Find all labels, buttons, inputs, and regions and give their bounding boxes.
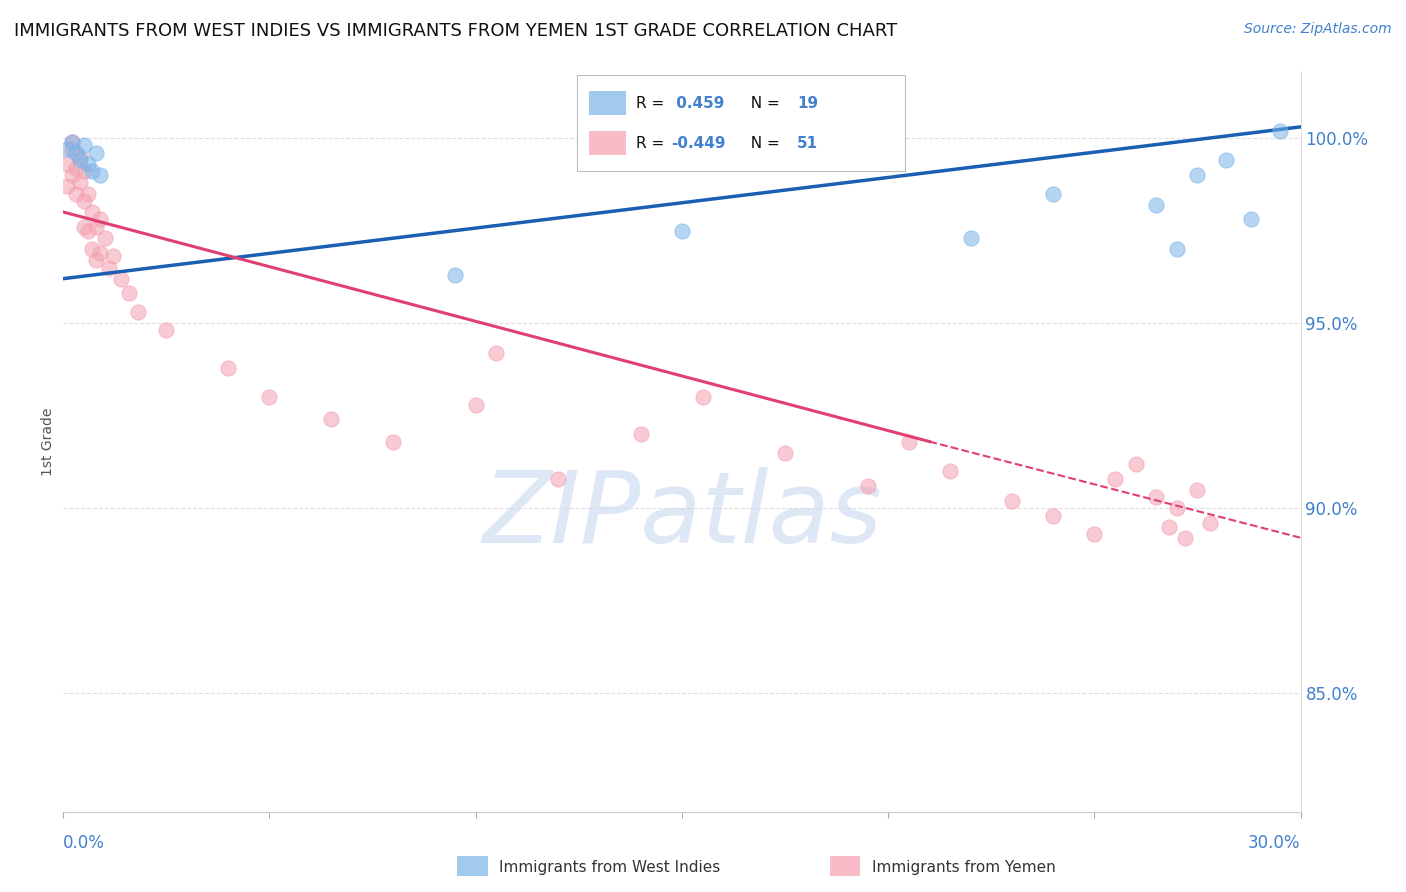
Text: Immigrants from Yemen: Immigrants from Yemen xyxy=(872,860,1056,874)
Point xyxy=(89,212,111,227)
Point xyxy=(82,164,104,178)
Text: Source: ZipAtlas.com: Source: ZipAtlas.com xyxy=(1244,22,1392,37)
Point xyxy=(60,135,83,149)
Text: 0.0%: 0.0% xyxy=(63,834,105,852)
Point xyxy=(217,360,239,375)
Point xyxy=(56,179,79,194)
Point xyxy=(1042,508,1064,523)
Point xyxy=(1042,186,1064,201)
Text: 51: 51 xyxy=(797,136,818,151)
Point xyxy=(464,397,486,411)
Point xyxy=(1268,123,1291,137)
Point xyxy=(60,142,83,156)
Point xyxy=(671,223,693,237)
Point xyxy=(155,323,177,337)
Point xyxy=(65,186,87,201)
Text: 30.0%: 30.0% xyxy=(1249,834,1301,852)
Point xyxy=(547,471,569,485)
Point xyxy=(73,138,96,153)
Point xyxy=(321,412,343,426)
Point xyxy=(73,194,96,208)
Point xyxy=(69,149,91,163)
Point xyxy=(1166,242,1188,256)
Point xyxy=(73,164,96,178)
Point xyxy=(630,427,652,442)
Point xyxy=(73,219,96,234)
Point xyxy=(127,305,149,319)
Point xyxy=(82,205,104,219)
Text: -0.449: -0.449 xyxy=(671,136,725,151)
Point xyxy=(82,242,104,256)
Point xyxy=(1144,197,1167,211)
Point xyxy=(1157,519,1180,533)
Point xyxy=(1198,516,1220,530)
Point xyxy=(1166,501,1188,516)
Point xyxy=(485,345,508,359)
Point xyxy=(382,434,405,449)
Point xyxy=(1144,490,1167,504)
Point xyxy=(89,168,111,182)
Point xyxy=(1083,527,1105,541)
Y-axis label: 1st Grade: 1st Grade xyxy=(41,408,55,475)
Point xyxy=(1001,493,1024,508)
Text: ZIPatlas: ZIPatlas xyxy=(482,467,882,564)
Text: 19: 19 xyxy=(797,95,818,111)
Point xyxy=(97,260,120,275)
Point xyxy=(118,286,141,301)
Point xyxy=(69,175,91,189)
Point xyxy=(110,271,132,285)
Point xyxy=(1187,168,1209,182)
Point xyxy=(1174,531,1197,545)
Point xyxy=(77,186,100,201)
Bar xyxy=(589,91,626,115)
Bar xyxy=(576,75,904,171)
Point xyxy=(69,153,91,168)
Point xyxy=(77,223,100,237)
Point xyxy=(89,245,111,260)
Point xyxy=(1187,483,1209,497)
Text: N =: N = xyxy=(741,136,785,151)
Text: Immigrants from West Indies: Immigrants from West Indies xyxy=(499,860,720,874)
Point xyxy=(93,231,115,245)
Point xyxy=(259,390,281,404)
Text: 0.459: 0.459 xyxy=(671,95,724,111)
Point xyxy=(856,479,879,493)
Point xyxy=(65,161,87,175)
Point xyxy=(60,135,83,149)
Point xyxy=(84,219,107,234)
Point xyxy=(60,168,83,182)
Text: R =: R = xyxy=(636,136,669,151)
Text: R =: R = xyxy=(636,95,669,111)
Point xyxy=(1125,457,1147,471)
Point xyxy=(959,231,981,245)
Point xyxy=(84,253,107,268)
Point xyxy=(692,390,714,404)
Point xyxy=(939,464,962,478)
Point xyxy=(77,157,100,171)
Point xyxy=(65,145,87,160)
Point xyxy=(773,445,796,459)
Point xyxy=(897,434,920,449)
Point xyxy=(1215,153,1237,168)
Point xyxy=(444,268,467,282)
Point xyxy=(1104,471,1126,485)
Text: IMMIGRANTS FROM WEST INDIES VS IMMIGRANTS FROM YEMEN 1ST GRADE CORRELATION CHART: IMMIGRANTS FROM WEST INDIES VS IMMIGRANT… xyxy=(14,22,897,40)
Point xyxy=(56,157,79,171)
Point xyxy=(101,249,124,263)
Point xyxy=(1240,212,1263,227)
Point xyxy=(56,142,79,156)
Text: N =: N = xyxy=(741,95,785,111)
Point xyxy=(84,145,107,160)
Bar xyxy=(589,131,626,155)
